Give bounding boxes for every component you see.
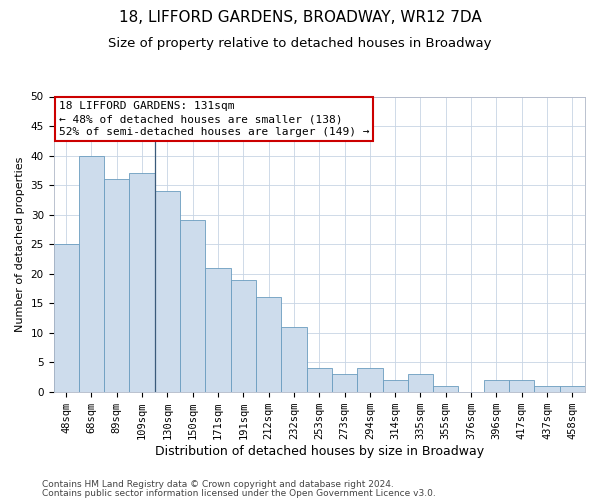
Bar	[230, 280, 256, 392]
Bar	[433, 386, 458, 392]
Bar	[256, 298, 281, 392]
Bar	[180, 220, 205, 392]
Bar	[130, 174, 155, 392]
Text: 18, LIFFORD GARDENS, BROADWAY, WR12 7DA: 18, LIFFORD GARDENS, BROADWAY, WR12 7DA	[119, 10, 481, 25]
Bar	[79, 156, 104, 392]
Bar	[307, 368, 332, 392]
Bar	[332, 374, 357, 392]
Text: 18 LIFFORD GARDENS: 131sqm
← 48% of detached houses are smaller (138)
52% of sem: 18 LIFFORD GARDENS: 131sqm ← 48% of deta…	[59, 101, 370, 138]
Bar	[357, 368, 383, 392]
Bar	[408, 374, 433, 392]
Bar	[155, 191, 180, 392]
Bar	[509, 380, 535, 392]
Text: Contains public sector information licensed under the Open Government Licence v3: Contains public sector information licen…	[42, 488, 436, 498]
Bar	[383, 380, 408, 392]
Bar	[104, 179, 130, 392]
Y-axis label: Number of detached properties: Number of detached properties	[15, 156, 25, 332]
Text: Size of property relative to detached houses in Broadway: Size of property relative to detached ho…	[108, 38, 492, 51]
Bar	[484, 380, 509, 392]
Bar	[560, 386, 585, 392]
Text: Contains HM Land Registry data © Crown copyright and database right 2024.: Contains HM Land Registry data © Crown c…	[42, 480, 394, 489]
Bar	[535, 386, 560, 392]
Bar	[205, 268, 230, 392]
X-axis label: Distribution of detached houses by size in Broadway: Distribution of detached houses by size …	[155, 444, 484, 458]
Bar	[281, 327, 307, 392]
Bar	[53, 244, 79, 392]
